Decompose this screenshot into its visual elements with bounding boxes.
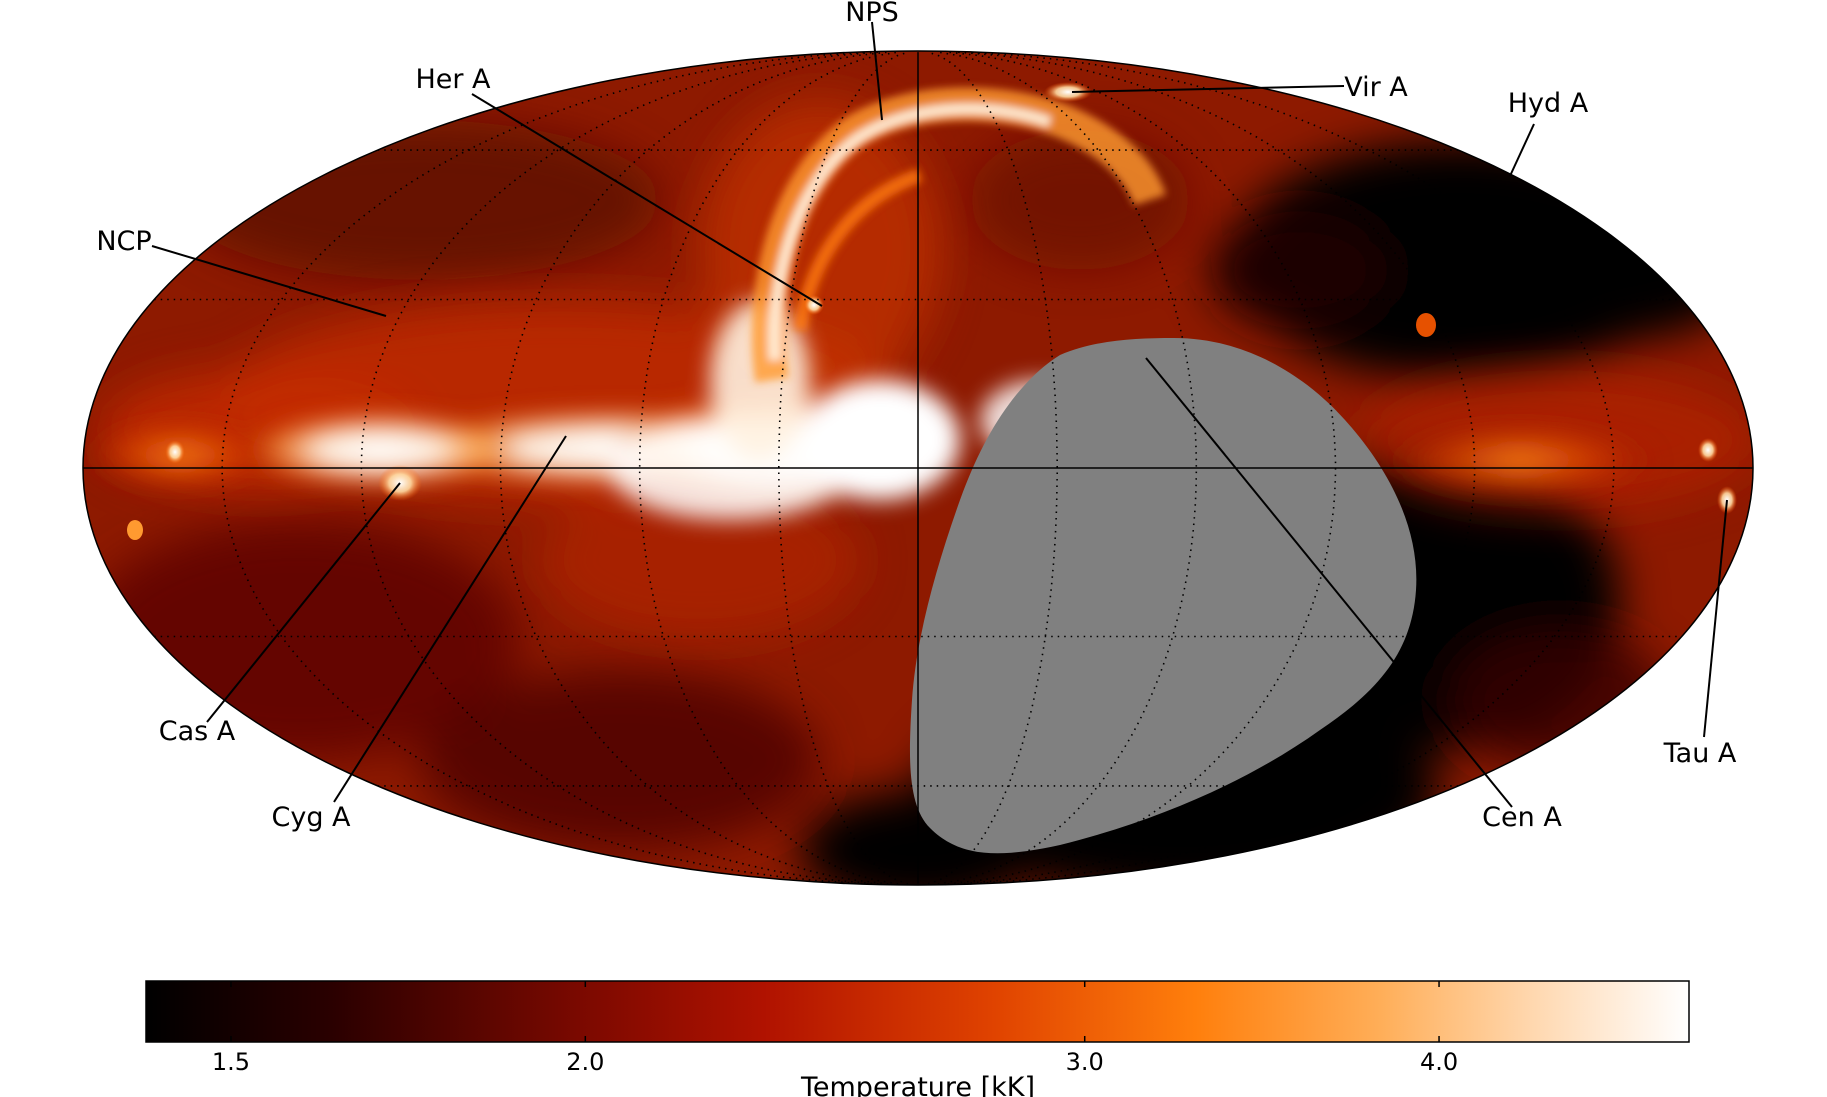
colorbar: 1.5 2.0 3.0 4.0 Temperature [kK]: [145, 980, 1690, 1097]
label-nps: NPS: [845, 0, 899, 28]
cen-a-leader-line: [1145, 357, 1513, 808]
map-boundary: [82, 50, 1754, 886]
colorbar-label: Temperature [kK]: [800, 1072, 1035, 1097]
ncp-leader-line: [151, 245, 387, 317]
colorbar-tick-label: 3.0: [1066, 1048, 1104, 1076]
meridian-line: [221, 51, 869, 885]
masked-region: [909, 338, 1417, 854]
colorbar-tick-label: 2.0: [566, 1048, 604, 1076]
label-vir-a: Vir A: [1344, 72, 1408, 103]
label-ncp: NCP: [96, 226, 151, 257]
tau-a-leader-line: [1703, 499, 1728, 738]
colorbar-frame: [145, 980, 1690, 1043]
meridian-line: [499, 51, 889, 885]
colorbar-ticks: 1.5 2.0 3.0 4.0: [212, 981, 1458, 1076]
hyd-a-leader-line: [1509, 123, 1535, 177]
source-labels: NPS Her A Vir A Hyd A NCP Cas A Cyg A Ta…: [96, 0, 1737, 833]
hyd-a-source: [1416, 313, 1436, 337]
sky-map: [83, 51, 1753, 885]
cas-a-leader-line: [206, 482, 401, 723]
nps-leader-line: [871, 21, 883, 121]
meridian-line: [967, 51, 1615, 885]
vir-a-source: [1044, 82, 1092, 102]
meridian-line: [947, 51, 1337, 885]
label-hyd-a: Hyd A: [1508, 88, 1589, 119]
her-a-source: [804, 295, 824, 315]
colorbar-tick-label: 4.0: [1420, 1048, 1458, 1076]
leader-lines: [151, 21, 1728, 808]
label-cyg-a: Cyg A: [271, 802, 351, 833]
meridian-line: [927, 51, 1058, 885]
cyg-a-leader-line: [333, 435, 567, 803]
label-cas-a: Cas A: [159, 716, 236, 747]
galactic-plane: [83, 300, 1660, 520]
label-cen-a: Cen A: [1482, 802, 1562, 833]
her-a-leader-line: [471, 93, 823, 307]
label-tau-a: Tau A: [1663, 738, 1737, 769]
colorbar-tick-label: 1.5: [212, 1048, 250, 1076]
meridian-line: [778, 51, 909, 885]
vir-a-leader-line: [1071, 85, 1345, 93]
colorbar-gradient: [146, 981, 1689, 1042]
label-her-a: Her A: [415, 64, 491, 95]
graticule: [83, 51, 1753, 885]
